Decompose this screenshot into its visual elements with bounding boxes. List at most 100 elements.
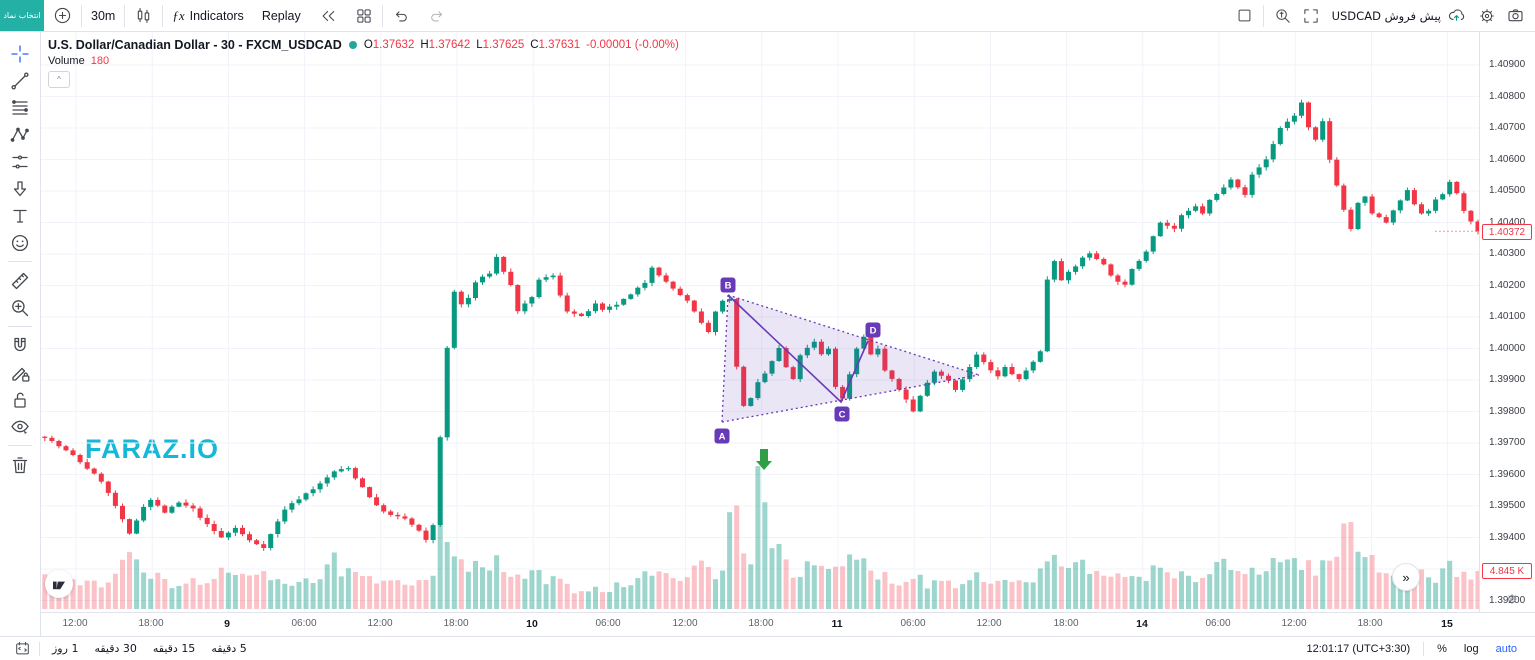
remove-drawings-tool[interactable] bbox=[3, 451, 37, 478]
crosshair-tool[interactable] bbox=[3, 40, 37, 67]
time-tick: 12:00 bbox=[976, 618, 1002, 629]
price-tick: 1.39800 bbox=[1489, 406, 1526, 417]
symbol-select-button[interactable]: انتخاب نماد bbox=[0, 0, 44, 31]
separator bbox=[39, 641, 40, 656]
percent-scale-button[interactable]: % bbox=[1437, 642, 1447, 655]
pattern-point-label-B[interactable]: B bbox=[720, 277, 736, 293]
svg-text:D: D bbox=[870, 325, 877, 336]
arrow-shape-tool[interactable] bbox=[3, 175, 37, 202]
market-status-dot-icon[interactable] bbox=[348, 41, 357, 49]
search-zoom-icon[interactable] bbox=[1274, 7, 1292, 25]
panel-square-icon[interactable] bbox=[1236, 7, 1253, 24]
separator bbox=[8, 326, 32, 327]
volume-label: Volume bbox=[48, 55, 85, 67]
log-scale-button[interactable]: log bbox=[1463, 642, 1479, 655]
trend-line-tool[interactable] bbox=[3, 67, 37, 94]
redo-icon bbox=[428, 7, 446, 25]
double-left-arrows-icon bbox=[319, 7, 337, 25]
undo-button[interactable] bbox=[383, 0, 419, 31]
settings-gear-icon[interactable] bbox=[1478, 7, 1496, 25]
volume-value: 180 bbox=[90, 55, 110, 67]
pattern-point-label-D[interactable]: D bbox=[865, 322, 881, 338]
hide-drawings-tool[interactable] bbox=[3, 413, 37, 440]
time-tick: 06:00 bbox=[291, 618, 317, 629]
arrow-down-marker[interactable] bbox=[756, 449, 772, 470]
time-tick: 18:00 bbox=[138, 618, 164, 629]
range-1day-button[interactable]: 1 روز bbox=[52, 642, 79, 655]
pattern-tool[interactable] bbox=[3, 121, 37, 148]
go-to-date-icon[interactable] bbox=[14, 640, 31, 657]
time-tick: 18:00 bbox=[748, 618, 774, 629]
undo-icon bbox=[392, 7, 410, 25]
fx-icon: ƒx bbox=[172, 7, 185, 23]
time-tick: 06:00 bbox=[900, 618, 926, 629]
time-tick: 10 bbox=[526, 618, 538, 630]
top-toolbar: انتخاب نماد 30m ƒx Indicators Replay bbox=[0, 0, 1535, 32]
chart-type-button[interactable] bbox=[125, 0, 162, 31]
separator bbox=[8, 261, 32, 262]
fib-retracement-tool[interactable] bbox=[3, 94, 37, 121]
separator bbox=[1262, 4, 1264, 27]
price-tick: 1.40000 bbox=[1489, 343, 1526, 354]
fullscreen-icon[interactable] bbox=[1302, 7, 1320, 25]
forecast-tool[interactable] bbox=[3, 148, 37, 175]
indicators-button[interactable]: ƒx Indicators bbox=[163, 0, 252, 31]
publish-label: پیش فروش USDCAD bbox=[1331, 8, 1441, 23]
scroll-to-recent-button[interactable]: » bbox=[1392, 563, 1420, 591]
price-tick: 1.39400 bbox=[1489, 532, 1526, 543]
price-tick: 1.39900 bbox=[1489, 374, 1526, 385]
price-tick: 1.40900 bbox=[1489, 59, 1526, 70]
price-tick: 1.39600 bbox=[1489, 469, 1526, 480]
separator bbox=[81, 4, 82, 27]
chart-canvas[interactable]: A B C D bbox=[41, 32, 1480, 612]
axis-settings-gear-icon[interactable] bbox=[1505, 592, 1519, 606]
price-axis[interactable]: 1.40372 4.845 K 1.40900 1.40800 1.40700 1.4… bbox=[1479, 32, 1535, 612]
price-tick: 1.40500 bbox=[1489, 185, 1526, 196]
triangle-pattern-drawing: A B C D bbox=[714, 277, 980, 444]
separator bbox=[162, 4, 164, 27]
clock-label[interactable]: 12:01:17 (UTC+3:30) bbox=[1306, 642, 1411, 655]
time-tick: 15 bbox=[1441, 618, 1453, 630]
layout-grid-button[interactable] bbox=[346, 0, 382, 31]
svg-text:A: A bbox=[719, 431, 726, 442]
price-tick: 1.40600 bbox=[1489, 154, 1526, 165]
price-tick: 1.39500 bbox=[1489, 500, 1526, 511]
replay-button[interactable]: Replay bbox=[261, 8, 301, 23]
price-tick: 1.39700 bbox=[1489, 437, 1526, 448]
bar-replay-jump-button[interactable] bbox=[310, 0, 346, 31]
symbol-title[interactable]: U.S. Dollar/Canadian Dollar - 30 - FXCM_… bbox=[48, 38, 342, 52]
pattern-point-label-C[interactable]: C bbox=[834, 406, 850, 422]
range-5min-button[interactable]: 5 دقیقه bbox=[211, 642, 247, 655]
emoji-tool[interactable] bbox=[3, 229, 37, 256]
drawing-mode-lock-tool[interactable] bbox=[3, 359, 37, 386]
separator bbox=[124, 4, 126, 27]
time-axis[interactable]: 12:00 18:00 9 06:00 12:00 18:00 10 06:00 12:00 18… bbox=[41, 612, 1535, 636]
text-tool[interactable] bbox=[3, 202, 37, 229]
time-tick: 12:00 bbox=[672, 618, 698, 629]
time-tick: 06:00 bbox=[595, 618, 621, 629]
time-tick: 12:00 bbox=[62, 618, 88, 629]
price-tick: 1.40100 bbox=[1489, 311, 1526, 322]
range-30min-button[interactable]: 30 دقیقه bbox=[94, 642, 137, 655]
pattern-point-label-A[interactable]: A bbox=[714, 428, 730, 444]
interval-button[interactable]: 30m bbox=[91, 8, 116, 23]
camera-icon[interactable] bbox=[1506, 6, 1525, 25]
drawing-toolbar bbox=[0, 32, 41, 636]
time-tick: 18:00 bbox=[443, 618, 469, 629]
range-15min-button[interactable]: 15 دقیقه bbox=[152, 642, 196, 655]
publish-button[interactable]: پیش فروش USDCAD bbox=[1330, 0, 1468, 31]
time-tick: 18:00 bbox=[1053, 618, 1079, 629]
auto-scale-button[interactable]: auto bbox=[1495, 642, 1517, 655]
measure-tool[interactable] bbox=[3, 267, 37, 294]
price-tick: 1.40800 bbox=[1489, 91, 1526, 102]
magnet-tool[interactable] bbox=[3, 332, 37, 359]
legend-collapse-button[interactable]: ^ bbox=[48, 71, 70, 88]
ohlc-values: O1.37632 H1.37642 L1.37625 C1.37631 -0.0… bbox=[363, 39, 679, 51]
redo-button[interactable] bbox=[419, 0, 455, 31]
zoom-in-tool[interactable] bbox=[3, 294, 37, 321]
price-tick: 1.40700 bbox=[1489, 122, 1526, 133]
lock-drawings-tool[interactable] bbox=[3, 386, 37, 413]
tradingview-logo-icon[interactable] bbox=[45, 570, 73, 598]
compare-add-button[interactable] bbox=[44, 0, 81, 31]
